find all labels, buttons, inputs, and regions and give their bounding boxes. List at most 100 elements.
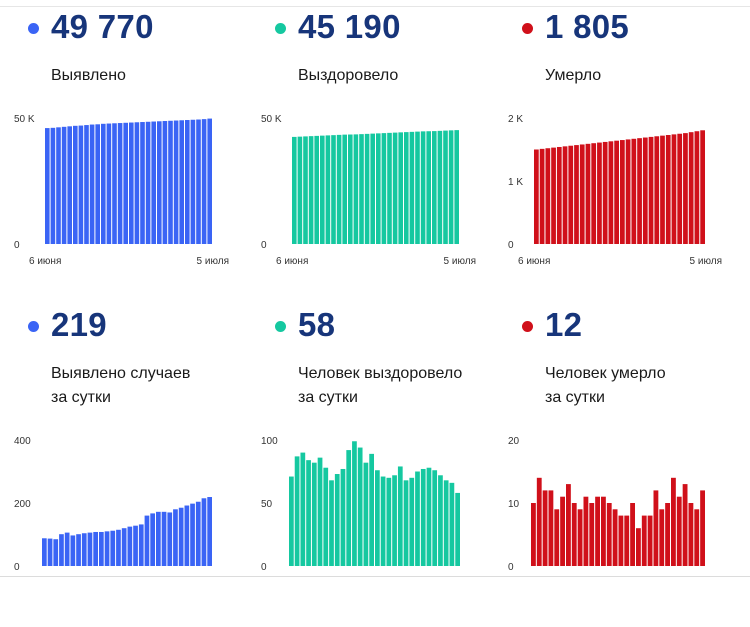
bar bbox=[89, 124, 95, 244]
bar bbox=[190, 503, 195, 566]
x-label-start: 6 июня bbox=[276, 256, 308, 267]
stat-label-line1: Выявлено bbox=[51, 67, 126, 84]
bar bbox=[387, 132, 392, 244]
series-color-dot bbox=[275, 321, 286, 332]
bar bbox=[317, 457, 323, 566]
y-tick-label: 20 bbox=[508, 436, 520, 447]
bar bbox=[73, 125, 78, 244]
bar bbox=[694, 509, 700, 566]
daily-value: 58 bbox=[298, 306, 336, 343]
bar bbox=[173, 120, 179, 244]
y-tick-label: 50 K bbox=[14, 114, 35, 125]
bar bbox=[648, 136, 654, 244]
stat-label: Человек умерло за сутки bbox=[545, 362, 666, 410]
bar bbox=[392, 132, 398, 244]
stat-header: 58 bbox=[247, 298, 487, 343]
bar bbox=[195, 501, 201, 566]
bar bbox=[45, 128, 50, 244]
bar-chart: 0 50 K 6 июня 5 июля bbox=[14, 114, 229, 267]
bar bbox=[641, 515, 647, 566]
bar bbox=[375, 470, 380, 566]
bar-chart: 0 50 K 6 июня 5 июля bbox=[261, 114, 476, 267]
bar bbox=[352, 441, 357, 566]
bar bbox=[426, 467, 432, 566]
bar bbox=[631, 138, 637, 244]
bar bbox=[121, 528, 127, 566]
stat-label: Человек выздоровело за сутки bbox=[298, 362, 462, 410]
bar bbox=[403, 480, 409, 566]
bar bbox=[618, 515, 624, 566]
bar bbox=[363, 462, 369, 566]
top-divider bbox=[0, 6, 750, 7]
bar bbox=[81, 533, 87, 566]
bar bbox=[127, 526, 133, 567]
x-label-end: 5 июля bbox=[690, 256, 722, 267]
bar bbox=[342, 134, 347, 244]
stat-label-line2: за сутки bbox=[51, 389, 111, 406]
bar bbox=[683, 133, 688, 244]
bar bbox=[292, 136, 297, 244]
bar bbox=[84, 125, 89, 244]
x-label-end: 5 июля bbox=[444, 256, 476, 267]
bar bbox=[665, 135, 671, 244]
series-color-dot bbox=[28, 23, 39, 34]
y-tick-label: 400 bbox=[14, 436, 31, 447]
bar bbox=[700, 490, 705, 566]
bar bbox=[201, 498, 207, 566]
bar bbox=[294, 456, 300, 566]
bar bbox=[614, 140, 619, 244]
bar bbox=[64, 532, 70, 566]
bar bbox=[420, 131, 426, 244]
bar bbox=[539, 148, 545, 244]
bar bbox=[700, 130, 705, 244]
x-label-start: 6 июня bbox=[518, 256, 550, 267]
bar bbox=[173, 509, 178, 566]
bar bbox=[625, 139, 631, 244]
bar bbox=[589, 503, 595, 566]
bar bbox=[398, 132, 403, 244]
bar bbox=[314, 135, 319, 244]
bar bbox=[331, 135, 336, 244]
bar bbox=[348, 134, 353, 244]
bar bbox=[78, 125, 84, 244]
bar bbox=[340, 468, 346, 566]
bar bbox=[448, 130, 454, 244]
bar bbox=[386, 477, 392, 566]
bar bbox=[585, 143, 591, 244]
bar bbox=[566, 484, 571, 566]
stat-label-line2: за сутки bbox=[545, 389, 605, 406]
y-tick-label: 0 bbox=[508, 240, 514, 251]
total-value: 1 805 bbox=[545, 8, 630, 45]
bar-chart: 0 50 100 bbox=[261, 436, 460, 573]
bar bbox=[306, 460, 311, 566]
bar bbox=[308, 136, 314, 244]
bar bbox=[595, 496, 600, 566]
stat-label-line1: Выздоровело bbox=[298, 67, 399, 84]
y-tick-label: 50 bbox=[261, 499, 273, 510]
bar bbox=[42, 538, 47, 566]
bar bbox=[556, 146, 562, 244]
total-value: 49 770 bbox=[51, 8, 154, 45]
bar bbox=[392, 475, 397, 566]
bar bbox=[59, 534, 64, 566]
bar bbox=[133, 525, 138, 566]
bar bbox=[156, 511, 161, 566]
bottom-divider bbox=[0, 576, 750, 577]
bar bbox=[548, 490, 554, 566]
bar bbox=[591, 143, 597, 244]
total-value: 45 190 bbox=[298, 8, 401, 45]
bar bbox=[647, 515, 653, 566]
bar bbox=[311, 462, 317, 566]
bar bbox=[289, 476, 294, 566]
bar bbox=[168, 120, 173, 244]
bar bbox=[620, 140, 625, 244]
bar bbox=[370, 133, 375, 244]
bar bbox=[303, 136, 308, 244]
series-color-dot bbox=[522, 23, 533, 34]
bar-chart: 0 1 K 2 K 6 июня 5 июля bbox=[508, 114, 722, 267]
bar bbox=[682, 484, 688, 566]
bar bbox=[381, 133, 387, 244]
bar bbox=[636, 528, 641, 566]
bar bbox=[123, 122, 128, 244]
bar bbox=[608, 141, 614, 244]
